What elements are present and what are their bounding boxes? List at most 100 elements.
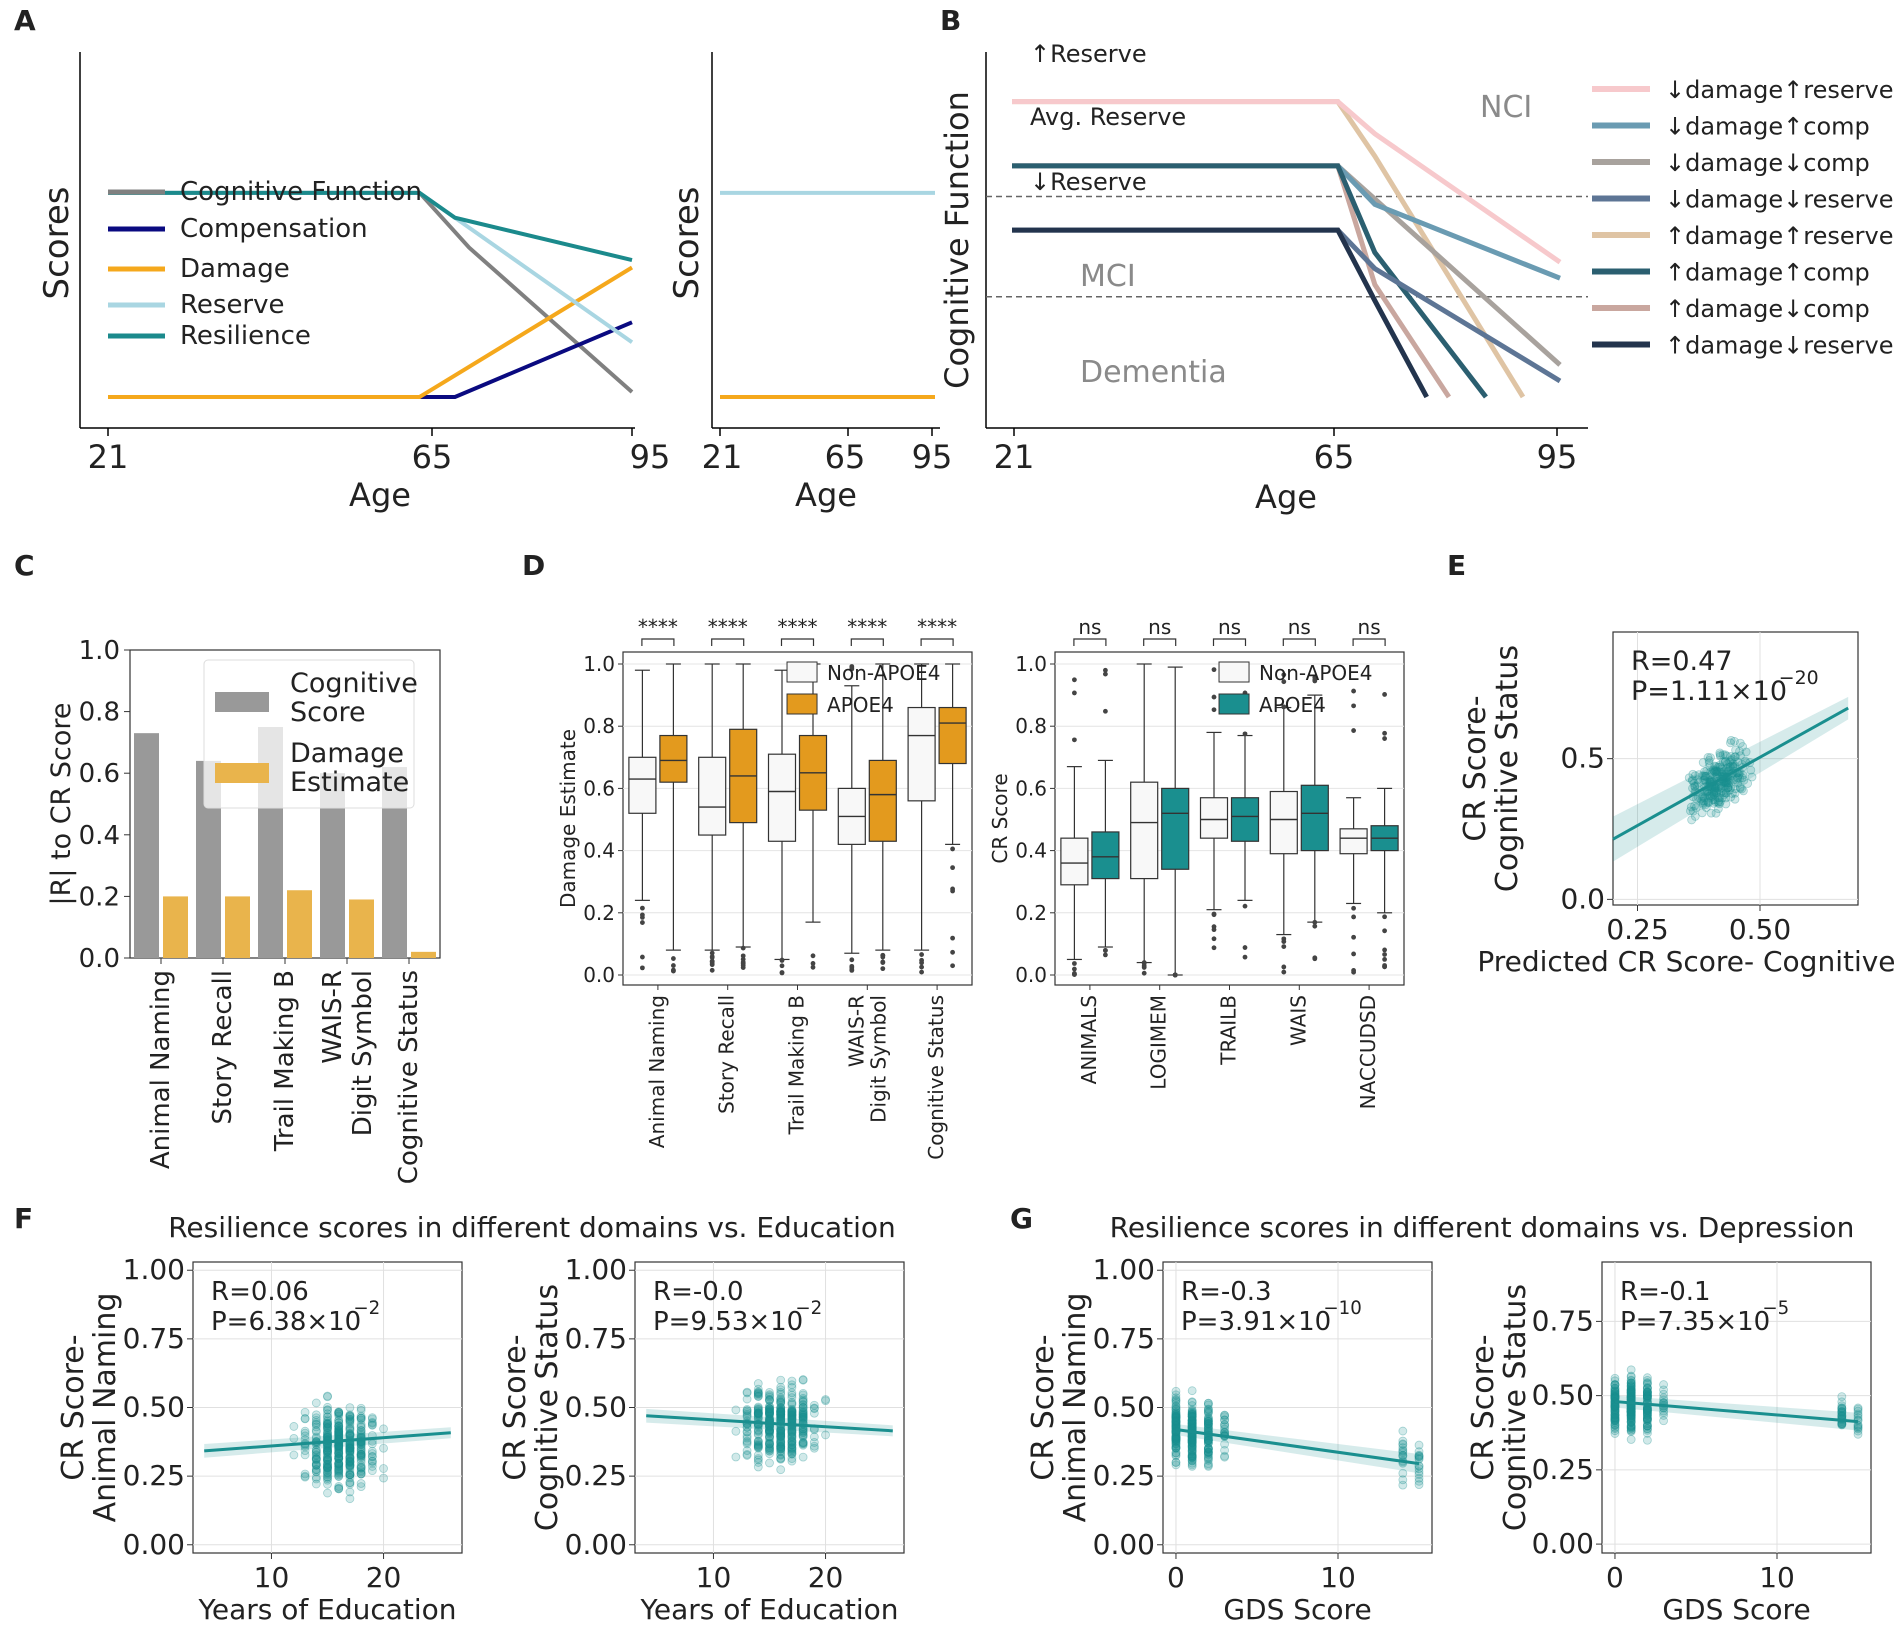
outlier-point xyxy=(1312,919,1318,925)
data-point xyxy=(1187,1435,1197,1445)
x-tick-label: LOGIMEM xyxy=(1147,995,1171,1090)
data-point xyxy=(356,1448,366,1457)
y-tick-label: 0.2 xyxy=(79,882,120,912)
data-point xyxy=(776,1426,786,1436)
data-point xyxy=(1414,1470,1424,1479)
outlier-point xyxy=(1281,964,1287,970)
data-point xyxy=(334,1454,344,1464)
data-point xyxy=(356,1452,366,1461)
data-point xyxy=(742,1431,752,1441)
data-point xyxy=(765,1428,774,1438)
data-point xyxy=(367,1449,377,1458)
data-point xyxy=(1733,757,1743,767)
data-point xyxy=(1721,788,1731,798)
data-point xyxy=(334,1422,344,1432)
data-point xyxy=(1203,1436,1213,1445)
data-point xyxy=(1737,773,1747,783)
outlier-point xyxy=(640,905,645,911)
data-point xyxy=(323,1426,332,1436)
data-point xyxy=(1171,1408,1181,1417)
data-point xyxy=(1626,1376,1636,1386)
outlier-point xyxy=(779,970,785,976)
y-tick-label: 0.4 xyxy=(79,821,120,851)
data-point xyxy=(1171,1442,1181,1452)
data-point xyxy=(1610,1392,1620,1402)
data-point xyxy=(798,1390,808,1400)
data-point xyxy=(1853,1424,1863,1434)
data-point xyxy=(1704,798,1714,807)
data-point xyxy=(356,1426,366,1436)
x-tick-label-line: TRAILB xyxy=(1217,995,1241,1066)
data-point xyxy=(1730,752,1740,762)
data-point xyxy=(1203,1438,1213,1448)
data-point xyxy=(1721,777,1731,787)
legend-label: Reserve xyxy=(180,290,285,320)
data-point xyxy=(821,1395,830,1404)
data-point xyxy=(1203,1448,1213,1458)
outlier-point xyxy=(1382,692,1387,697)
data-point xyxy=(345,1417,355,1427)
data-point xyxy=(323,1474,332,1484)
data-point xyxy=(1728,761,1738,771)
data-point xyxy=(753,1429,763,1439)
significance-label: ns xyxy=(1148,615,1171,639)
data-point xyxy=(742,1387,752,1397)
significance-label: **** xyxy=(847,615,887,639)
y-tick-label: 0.2 xyxy=(1015,901,1047,925)
data-point xyxy=(798,1437,808,1447)
data-point xyxy=(1187,1421,1197,1431)
data-point xyxy=(1171,1443,1181,1453)
data-point xyxy=(1171,1413,1181,1423)
data-point xyxy=(345,1444,355,1454)
data-point xyxy=(1187,1445,1197,1455)
data-point xyxy=(1720,757,1730,767)
data-point xyxy=(323,1448,332,1458)
data-point xyxy=(356,1413,366,1423)
data-point xyxy=(1714,767,1724,776)
data-point xyxy=(776,1413,786,1422)
data-point xyxy=(776,1403,786,1413)
outlier-point xyxy=(810,964,816,970)
data-point xyxy=(323,1424,332,1434)
data-point xyxy=(356,1449,366,1459)
data-point xyxy=(1719,790,1729,800)
data-point xyxy=(345,1447,355,1457)
data-point xyxy=(765,1406,774,1416)
data-point xyxy=(765,1443,774,1453)
data-point xyxy=(1692,794,1701,804)
data-point xyxy=(334,1466,344,1476)
data-point xyxy=(1837,1401,1847,1411)
data-point xyxy=(323,1391,332,1401)
data-point xyxy=(1187,1410,1197,1419)
data-point xyxy=(311,1447,321,1457)
data-point xyxy=(367,1413,377,1422)
data-point xyxy=(1187,1438,1197,1447)
data-point xyxy=(1187,1452,1197,1462)
data-point xyxy=(345,1460,355,1470)
outlier-point xyxy=(709,954,715,959)
y-axis-label: CR Score-Cognitive Status xyxy=(1466,1284,1533,1531)
data-point xyxy=(379,1464,388,1473)
data-point xyxy=(1701,771,1710,781)
data-point xyxy=(334,1426,344,1436)
data-point xyxy=(1187,1419,1197,1429)
data-point xyxy=(1642,1414,1652,1424)
data-point xyxy=(356,1463,366,1472)
data-point xyxy=(1203,1414,1213,1424)
data-point xyxy=(798,1432,808,1442)
data-point xyxy=(345,1443,355,1453)
data-point xyxy=(1610,1383,1620,1393)
data-point xyxy=(765,1426,774,1435)
data-point xyxy=(1610,1405,1620,1415)
data-point xyxy=(356,1413,366,1423)
data-point xyxy=(1626,1389,1636,1399)
data-point xyxy=(323,1446,332,1456)
data-point xyxy=(356,1422,366,1432)
data-point xyxy=(1203,1418,1213,1428)
data-point xyxy=(1398,1450,1408,1460)
outlier-point xyxy=(1211,924,1217,930)
data-point xyxy=(753,1426,763,1436)
data-point xyxy=(787,1413,797,1423)
data-point xyxy=(300,1428,310,1438)
outlier-point xyxy=(1312,677,1318,683)
